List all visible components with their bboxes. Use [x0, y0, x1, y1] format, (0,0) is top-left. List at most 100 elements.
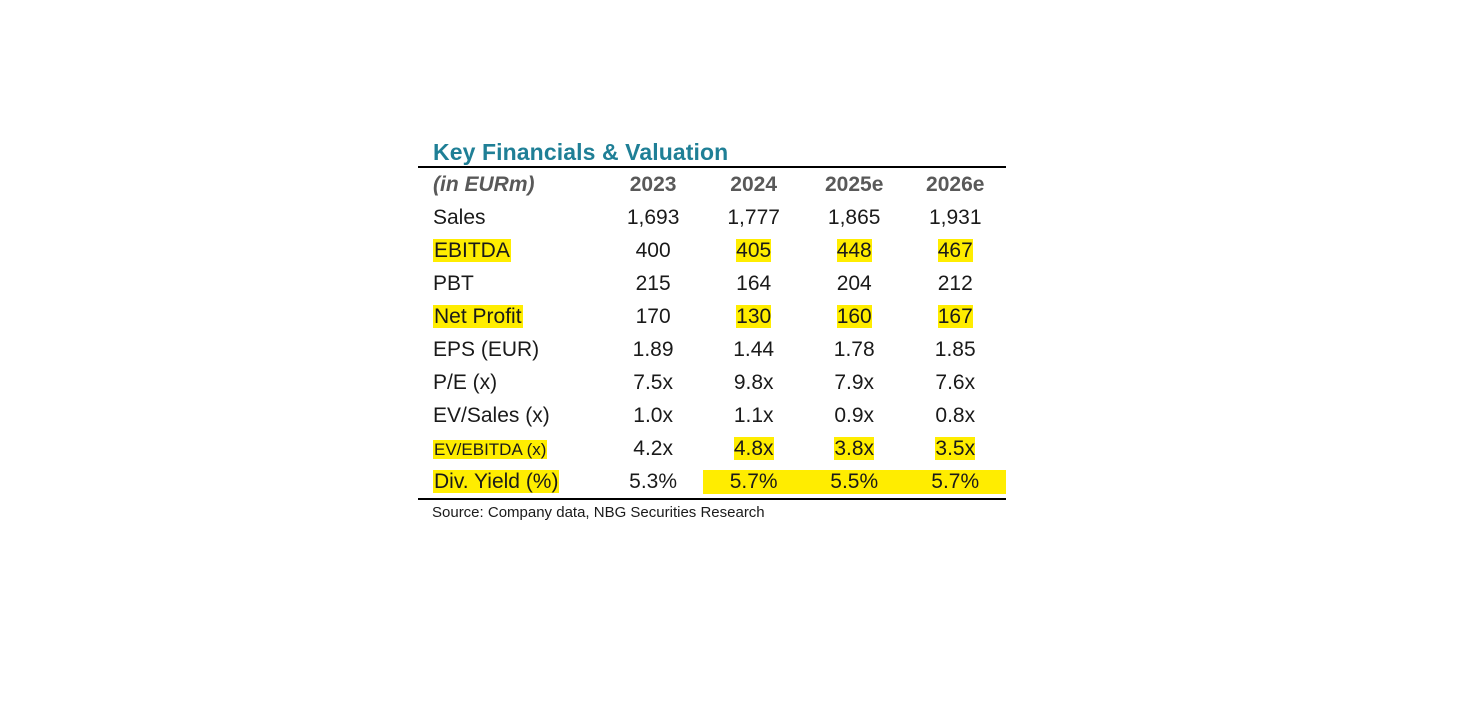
table-row: P/E (x) 7.5x 9.8x 7.9x 7.6x [418, 366, 1006, 399]
table-cell: 160 [804, 304, 905, 329]
unit-label: (in EURm) [433, 172, 535, 196]
table-cell: 5.3% [603, 470, 704, 494]
row-label-text: EV/EBITDA (x) [433, 439, 548, 459]
highlighted-value: 5.7% [931, 469, 980, 493]
table-cell: 164 [703, 272, 804, 296]
year-header: 2024 [730, 172, 778, 196]
highlighted-value: 167 [937, 304, 973, 328]
table-cell: 7.9x [804, 371, 905, 395]
cell-value: 0.8x [935, 403, 976, 427]
row-label: P/E (x) [418, 371, 603, 395]
highlighted-value: 4.8x [733, 436, 774, 460]
table-cell: 4.2x [603, 437, 704, 461]
highlighted-value: 130 [736, 304, 772, 328]
cell-value: 212 [937, 271, 973, 295]
cell-value: 7.5x [633, 370, 673, 394]
row-label: Net Profit [418, 304, 603, 329]
highlighted-value: 5.5% [830, 469, 879, 493]
table-row: Net Profit 170 130 160 167 [418, 300, 1006, 333]
row-label: PBT [418, 272, 603, 296]
table-cell: 204 [804, 272, 905, 296]
table-cell: 170 [603, 305, 704, 329]
table-cell: 1,865 [804, 206, 905, 230]
table-row: Sales 1,693 1,777 1,865 1,931 [418, 201, 1006, 234]
table-cell: 167 [904, 304, 1006, 329]
cell-value: 1.89 [632, 337, 674, 361]
row-label-text: EV/Sales (x) [433, 403, 550, 427]
cell-value: 1.78 [833, 337, 875, 361]
table-cell: 405 [703, 238, 804, 263]
row-label-text: EPS (EUR) [433, 337, 540, 361]
highlighted-value: 405 [736, 238, 772, 262]
table-row: EPS (EUR) 1.89 1.44 1.78 1.85 [418, 333, 1006, 366]
table-row: Div. Yield (%) 5.3% 5.7% 5.5% 5.7% [418, 465, 1006, 498]
row-label: Sales [418, 206, 603, 230]
cell-value: 0.9x [834, 403, 875, 427]
table-cell: 7.5x [603, 371, 704, 395]
table-cell: 1.0x [603, 404, 704, 428]
cell-value: 1,931 [928, 205, 982, 229]
row-label-text: Net Profit [433, 304, 523, 328]
highlighted-value: 3.5x [935, 436, 976, 460]
table-cell: 4.8x [703, 436, 804, 461]
table-cell: 400 [603, 239, 704, 263]
table-row: EV/EBITDA (x) 4.2x 4.8x 3.8x 3.5x [418, 432, 1006, 465]
cell-value: 1,865 [827, 205, 881, 229]
table-cell: 1,777 [703, 206, 804, 230]
row-label-text: PBT [433, 271, 474, 295]
table-cell: 1.78 [804, 338, 905, 362]
year-header: 2023 [629, 172, 677, 196]
table-cell: 1.44 [703, 338, 804, 362]
top-rule [418, 166, 1006, 168]
row-label: EV/Sales (x) [418, 404, 603, 428]
row-label: Div. Yield (%) [418, 469, 603, 494]
table-cell: 0.9x [804, 404, 905, 428]
table-title: Key Financials & Valuation [433, 139, 729, 165]
row-label-text: EBITDA [433, 238, 511, 262]
header-row: (in EURm) 2023 2024 2025e 2026e [418, 168, 1006, 201]
table-cell: 212 [904, 272, 1006, 296]
cell-value: 9.8x [733, 370, 774, 394]
row-label: EV/EBITDA (x) [418, 437, 603, 461]
key-financials-table: Key Financials & Valuation (in EURm) 202… [418, 136, 1006, 521]
highlighted-value: 448 [836, 238, 872, 262]
row-label-text: Sales [433, 205, 486, 229]
highlighted-cell: 5.5% [803, 469, 905, 494]
highlighted-cell: 5.7% [904, 469, 1006, 494]
table-cell: 0.8x [904, 404, 1006, 428]
cell-value: 1.1x [733, 403, 774, 427]
row-label-text: Div. Yield (%) [433, 469, 560, 493]
table-row: EV/Sales (x) 1.0x 1.1x 0.9x 0.8x [418, 399, 1006, 432]
table-row: EBITDA 400 405 448 467 [418, 234, 1006, 267]
cell-value: 7.9x [834, 370, 875, 394]
table-cell: 130 [703, 304, 804, 329]
highlighted-value: 5.7% [729, 469, 778, 493]
highlighted-value: 160 [836, 304, 872, 328]
cell-value: 215 [635, 271, 671, 295]
cell-value: 1,777 [727, 205, 780, 229]
highlighted-value: 3.8x [834, 436, 875, 460]
year-header: 2025e [825, 172, 884, 196]
bottom-rule [418, 498, 1006, 500]
highlighted-value: 467 [937, 238, 973, 262]
row-label-text: P/E (x) [433, 370, 498, 394]
table-row: PBT 215 164 204 212 [418, 267, 1006, 300]
cell-value: 204 [836, 271, 872, 295]
cell-value: 4.2x [633, 436, 673, 460]
cell-value: 1.44 [733, 337, 775, 361]
source-note: Source: Company data, NBG Securities Res… [432, 504, 765, 521]
table-cell: 1.1x [703, 404, 804, 428]
cell-value: 1,693 [626, 205, 680, 229]
table-cell: 7.6x [904, 371, 1006, 395]
cell-value: 7.6x [935, 370, 976, 394]
row-label: EBITDA [418, 238, 603, 263]
table-cell: 1,693 [603, 206, 704, 230]
cell-value: 400 [635, 238, 671, 262]
table-cell: 1.85 [904, 338, 1006, 362]
cell-value: 164 [736, 271, 772, 295]
cell-value: 170 [635, 304, 671, 328]
table-cell: 3.5x [904, 436, 1006, 461]
row-label: EPS (EUR) [418, 338, 603, 362]
table-cell: 467 [904, 238, 1006, 263]
cell-value: 1.0x [633, 403, 673, 427]
